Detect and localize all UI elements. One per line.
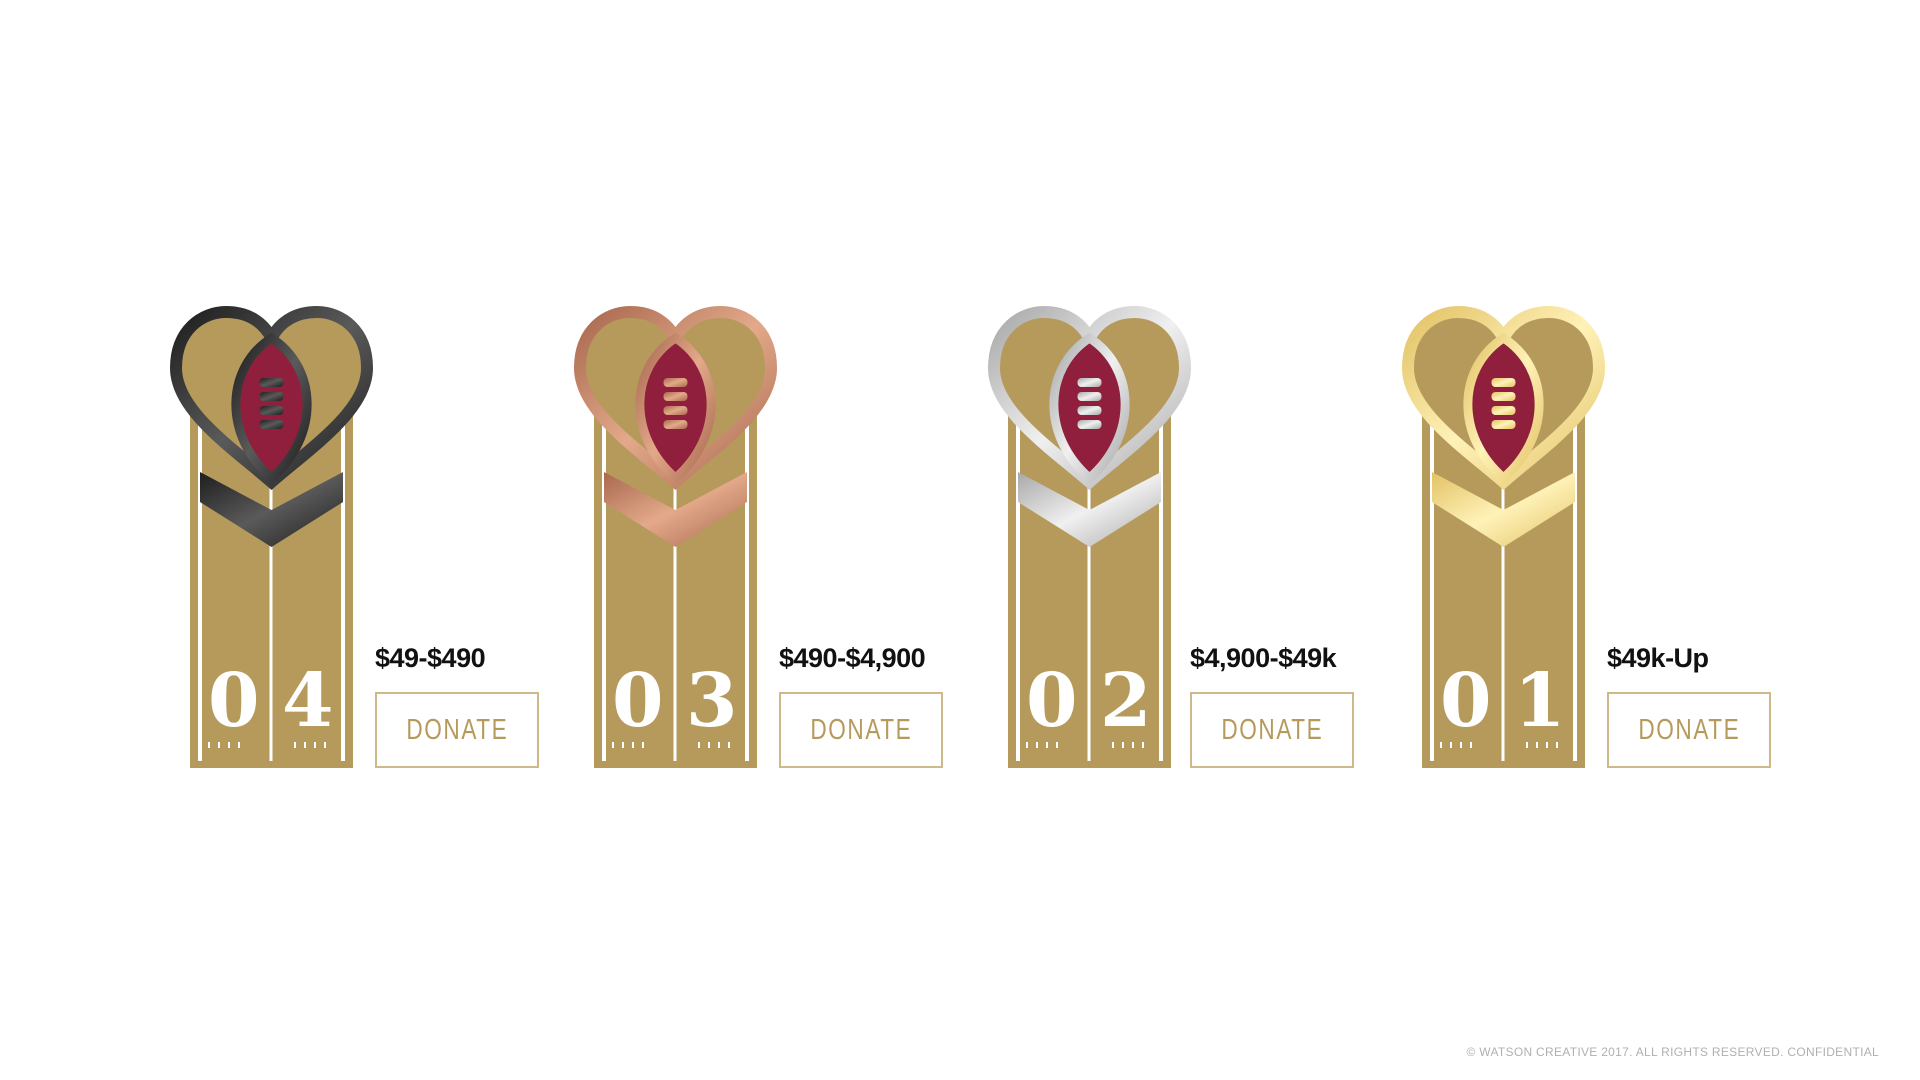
yard-tick [1440,742,1442,748]
yard-tick [1132,742,1134,748]
sideline [1573,416,1577,761]
yard-tick [1026,742,1028,748]
tier-emblem: 0 1 [1402,306,1606,768]
chevron-icon [200,472,343,547]
tier-price: $490-$4,900 [779,643,926,673]
yard-tick [1460,742,1462,748]
yard-tick [314,742,316,748]
yard-tick [612,742,614,748]
tier-emblem: 0 4 [170,306,374,768]
yard-tick [708,742,710,748]
yard-tick [304,742,306,748]
yard-tick [1056,742,1058,748]
sideline [341,416,345,761]
donate-button[interactable]: DONATE [1607,692,1771,768]
yard-tick [1526,742,1528,748]
tier-emblem: 0 2 [988,306,1192,768]
tier-price: $4,900-$49k [1190,643,1337,673]
center-line [1087,476,1091,761]
yard-tick [1546,742,1548,748]
sideline [1016,416,1020,761]
donate-label: DONATE [406,713,508,746]
yard-tick [1470,742,1472,748]
lace-icon [1491,420,1516,429]
yard-tick [718,742,720,748]
center-line [1501,476,1505,761]
donate-label: DONATE [1221,713,1323,746]
lace-icon [663,378,688,387]
yard-tick [1036,742,1038,748]
lace-icon [1077,378,1102,387]
lace-icon [259,406,284,415]
yard-tick [622,742,624,748]
center-line [673,476,677,761]
yard-tick [1046,742,1048,748]
lace-icon [259,378,284,387]
tier-number-right: 3 [686,658,738,744]
tier-number-left: 0 [1440,658,1492,744]
yard-tick [642,742,644,748]
yard-tick [324,742,326,748]
tier-number-left: 0 [208,658,260,744]
lace-icon [1077,420,1102,429]
lace-icon [259,420,284,429]
yard-tick [228,742,230,748]
lace-icon [663,420,688,429]
lace-icon [1077,392,1102,401]
yard-tick [698,742,700,748]
lace-icon [1077,406,1102,415]
lace-icon [1491,392,1516,401]
donate-button[interactable]: DONATE [375,692,539,768]
yard-tick [238,742,240,748]
tier-number-right: 2 [1100,658,1152,744]
donate-label: DONATE [810,713,912,746]
tier-number-left: 0 [612,658,664,744]
sideline [1159,416,1163,761]
chevron-icon [604,472,747,547]
yard-tick [632,742,634,748]
chevron-icon [1018,472,1161,547]
sideline [198,416,202,761]
tier-number-right: 1 [1514,658,1566,744]
lace-icon [663,406,688,415]
tier-number-right: 4 [282,658,334,744]
lace-icon [259,392,284,401]
yard-tick [1112,742,1114,748]
yard-tick [1450,742,1452,748]
donate-button[interactable]: DONATE [779,692,943,768]
yard-tick [208,742,210,748]
lace-icon [1491,406,1516,415]
sideline [1430,416,1434,761]
center-line [269,476,273,761]
tier-price: $49k-Up [1607,643,1709,673]
yard-tick [1122,742,1124,748]
yard-tick [294,742,296,748]
yard-tick [1536,742,1538,748]
yard-tick [1556,742,1558,748]
yard-tick [728,742,730,748]
tier-emblem: 0 3 [574,306,778,768]
lace-icon [1491,378,1516,387]
yard-tick [218,742,220,748]
copyright-footer: © WATSON CREATIVE 2017. ALL RIGHTS RESER… [1466,1045,1879,1059]
lace-icon [663,392,688,401]
donate-label: DONATE [1638,713,1740,746]
tier-number-left: 0 [1026,658,1078,744]
sideline [602,416,606,761]
yard-tick [1142,742,1144,748]
sideline [745,416,749,761]
tier-price: $49-$490 [375,643,486,673]
donate-button[interactable]: DONATE [1190,692,1354,768]
chevron-icon [1432,472,1575,547]
